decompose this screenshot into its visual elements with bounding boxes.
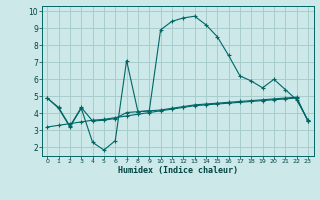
X-axis label: Humidex (Indice chaleur): Humidex (Indice chaleur): [118, 166, 237, 175]
